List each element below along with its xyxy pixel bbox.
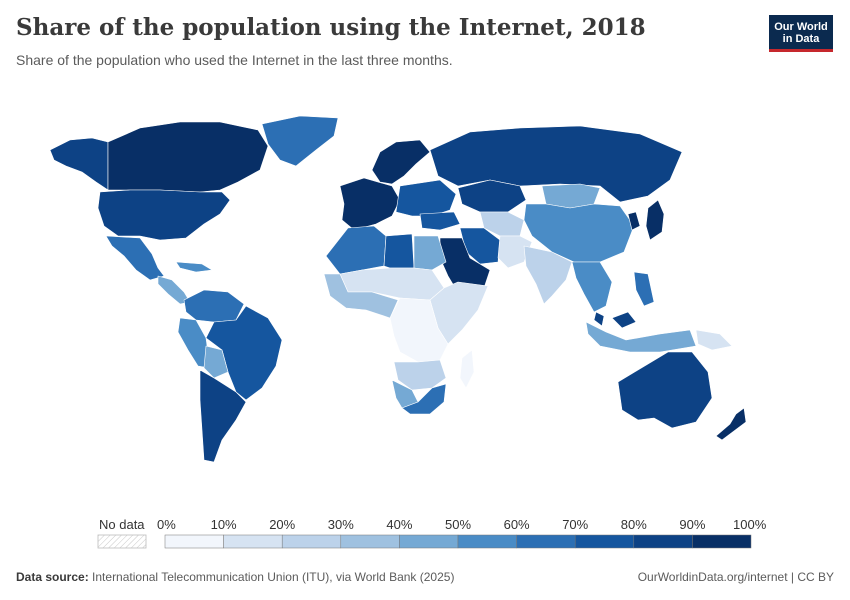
legend-tick-label: 80% (620, 517, 647, 532)
region-papua-new-guinea[interactable] (695, 329, 733, 351)
region-western-europe[interactable] (339, 177, 401, 231)
legend-tick-label: 70% (562, 517, 589, 532)
owid-logo[interactable]: Our World in Data (769, 15, 833, 52)
legend-bin-60-70[interactable] (516, 534, 576, 549)
region-philippines[interactable] (633, 271, 655, 307)
region-north-africa-west[interactable] (325, 225, 387, 275)
region-egypt[interactable] (413, 235, 447, 271)
region-libya[interactable] (383, 233, 415, 269)
region-bolivia[interactable] (203, 345, 229, 379)
region-united-states[interactable] (97, 189, 231, 241)
region-turkey[interactable] (419, 211, 461, 231)
legend-bin-70-80[interactable] (574, 534, 635, 549)
region-malaysia[interactable] (593, 311, 637, 329)
logo-line-2: in Data (782, 33, 820, 45)
region-afghanistan-pakistan[interactable] (497, 235, 533, 269)
legend-bin-0-10[interactable] (164, 534, 224, 549)
region-west-africa[interactable] (323, 273, 399, 319)
legend-tick-label: 100% (733, 517, 767, 532)
region-eastern-europe[interactable] (395, 179, 457, 217)
logo-line-1: Our World (774, 21, 828, 33)
legend-bin-30-40[interactable] (340, 534, 400, 549)
region-mexico[interactable] (105, 235, 165, 281)
legend-no-data-swatch (97, 534, 147, 549)
region-caribbean[interactable] (175, 261, 213, 273)
region-south-africa[interactable] (401, 383, 447, 415)
region-new-zealand[interactable] (715, 407, 747, 441)
region-australia[interactable] (617, 351, 713, 429)
region-china[interactable] (523, 203, 635, 263)
region-korea[interactable] (627, 211, 641, 231)
region-southeast-asia[interactable] (571, 261, 613, 313)
region-greenland[interactable] (261, 115, 339, 167)
region-indonesia[interactable] (585, 321, 697, 353)
region-canada[interactable] (107, 121, 269, 193)
region-india[interactable] (523, 245, 573, 305)
region-madagascar[interactable] (459, 349, 475, 389)
region-colombia-venezuela[interactable] (183, 289, 245, 323)
footer-credit[interactable]: OurWorldinData.org/internet | CC BY (637, 570, 834, 584)
data-source: Data source: International Telecommunica… (16, 570, 454, 584)
chart-title: Share of the population using the Intern… (16, 14, 646, 41)
legend-tick-label: 60% (503, 517, 530, 532)
region-southern-africa-mid[interactable] (393, 359, 447, 391)
region-japan[interactable] (645, 199, 665, 241)
legend-tick-label: 0% (157, 517, 176, 532)
region-central-africa[interactable] (389, 297, 449, 363)
region-kazakhstan[interactable] (457, 179, 527, 213)
legend-tick-label: 40% (386, 517, 413, 532)
chart-subtitle: Share of the population who used the Int… (16, 52, 453, 68)
legend-tick-label: 10% (210, 517, 237, 532)
region-chile-argentina[interactable] (199, 369, 247, 463)
legend-bin-80-90[interactable] (633, 534, 693, 549)
legend-bin-10-20[interactable] (223, 534, 283, 549)
legend-tick-label: 50% (445, 517, 472, 532)
legend-bin-50-60[interactable] (457, 534, 517, 549)
legend-tick-label: 20% (269, 517, 296, 532)
data-source-label: Data source: (16, 570, 89, 584)
region-russia[interactable] (429, 125, 683, 203)
legend-tick-label: 30% (327, 517, 354, 532)
legend-no-data-label: No data (99, 517, 145, 532)
region-alaska[interactable] (49, 137, 109, 191)
legend-bin-40-50[interactable] (399, 534, 459, 549)
legend-tick-label: 90% (679, 517, 706, 532)
data-source-text[interactable]: International Telecommunication Union (I… (92, 570, 455, 584)
legend-bin-20-30[interactable] (281, 534, 342, 549)
legend-color-bar (164, 534, 752, 549)
legend-bin-90-100[interactable] (692, 534, 752, 549)
region-iceland-nordics[interactable] (371, 139, 431, 185)
